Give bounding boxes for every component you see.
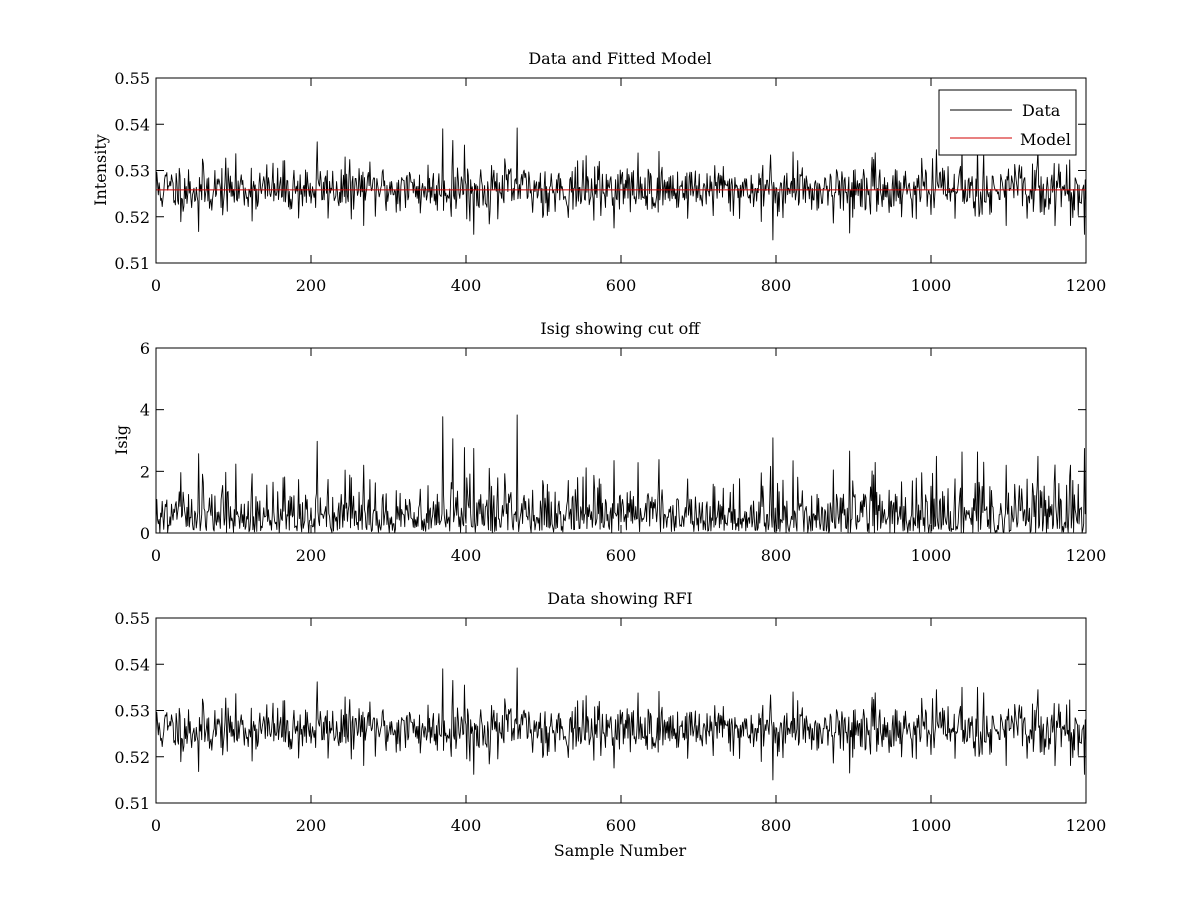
x-tick-label: 0 (151, 276, 161, 295)
panel-2-series (155, 414, 1087, 534)
y-tick-label: 0.53 (114, 702, 150, 721)
legend-model-label: Model (1020, 130, 1071, 149)
panel-1: Data and Fitted Model Intensity 0 200 400 6… (91, 49, 1106, 295)
panel-3-ticks: 0 200 400 600 800 1000 1200 0.51 0.52 0.53 0.54 0.5… (114, 609, 1106, 835)
x-tick-label: 200 (296, 546, 327, 565)
panel-3-series (155, 667, 1087, 781)
panel-2-ylabel: Isig (112, 425, 131, 455)
y-tick-label: 0.53 (114, 162, 150, 181)
x-tick-label: 600 (606, 276, 637, 295)
y-tick-label: 0.51 (114, 794, 150, 813)
y-tick-label: 0.51 (114, 254, 150, 273)
legend-data-label: Data (1022, 101, 1061, 120)
panel-3-axes (155, 617, 1087, 804)
y-tick-label: 0.54 (114, 655, 150, 674)
panel-1-ticks: 0 200 400 600 800 1000 1200 0.51 0.52 0.53 0.54 0.5… (114, 69, 1106, 295)
x-tick-label: 0 (151, 816, 161, 835)
x-tick-label: 1200 (1066, 546, 1107, 565)
y-tick-label: 0.55 (114, 609, 150, 628)
y-tick-label: 4 (140, 401, 150, 420)
data-series-line (155, 414, 1087, 534)
panel-2-axes (155, 347, 1087, 534)
x-tick-label: 400 (451, 546, 482, 565)
data-series-line (155, 127, 1087, 241)
x-tick-label: 1000 (911, 816, 952, 835)
panel-1-ylabel: Intensity (91, 134, 110, 206)
data-series-line (155, 667, 1087, 781)
x-tick-label: 1000 (911, 546, 952, 565)
legend-box (938, 89, 1077, 156)
panel-1-series (155, 127, 1087, 241)
x-tick-label: 1200 (1066, 276, 1107, 295)
y-tick-label: 0.52 (114, 208, 150, 227)
x-tick-label: 200 (296, 276, 327, 295)
x-tick-label: 1200 (1066, 816, 1107, 835)
y-tick-label: 0.52 (114, 748, 150, 767)
x-tick-label: 400 (451, 276, 482, 295)
panel-1-title: Data and Fitted Model (528, 49, 711, 68)
x-tick-label: 800 (761, 816, 792, 835)
y-tick-label: 0 (140, 524, 150, 543)
y-tick-label: 6 (140, 339, 150, 358)
panel-2-title: Isig showing cut off (540, 319, 701, 338)
legend: Data Model (938, 89, 1077, 156)
panel-2-ticks: 0 200 400 600 800 1000 1200 0 2 4 6 (140, 339, 1107, 565)
panel-1-axes (155, 77, 1087, 264)
panel-3-title: Data showing RFI (547, 589, 692, 608)
x-tick-label: 600 (606, 546, 637, 565)
x-tick-label: 200 (296, 816, 327, 835)
y-tick-label: 0.54 (114, 115, 150, 134)
panel-2: Isig showing cut off Isig 0 200 400 600 800 1… (112, 319, 1106, 565)
x-tick-label: 800 (761, 546, 792, 565)
y-tick-label: 2 (140, 462, 150, 481)
panel-3-xlabel: Sample Number (554, 841, 687, 860)
x-tick-label: 1000 (911, 276, 952, 295)
x-tick-label: 400 (451, 816, 482, 835)
x-tick-label: 0 (151, 546, 161, 565)
x-tick-label: 800 (761, 276, 792, 295)
x-tick-label: 600 (606, 816, 637, 835)
y-tick-label: 0.55 (114, 69, 150, 88)
panel-3: Data showing RFI 0 200 400 600 800 1000 1200 0.… (114, 589, 1106, 860)
